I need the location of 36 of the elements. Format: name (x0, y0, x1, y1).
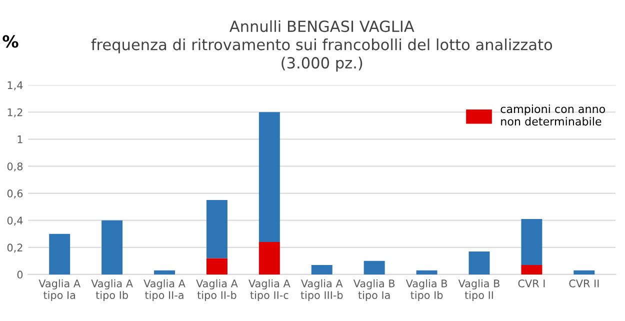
bar (102, 220, 123, 274)
y-tick-label: 1 (18, 136, 22, 144)
chart-title: Annulli BENGASI VAGLIA frequenza di ritrovamento sui francobolli del lotto analizzato (3.000 pz.) (91, 20, 552, 72)
x-tick-label: Vaglia A tipo II-b (196, 279, 238, 302)
bar (521, 264, 542, 274)
x-tick-label: CVR I (518, 280, 545, 288)
bar (258, 112, 280, 242)
bar (206, 258, 228, 274)
x-tick-label: Vaglia B tipo II (458, 279, 500, 302)
x-tick-label: Vaglia B tipo Ib (406, 279, 448, 302)
bar (154, 270, 175, 274)
y-tick-label: 0,2 (7, 244, 22, 253)
x-tick-label: Vaglia A tipo Ib (91, 279, 133, 302)
y-axis-title: % (2, 35, 18, 48)
y-tick-label: 1,2 (8, 108, 22, 118)
x-tick-label: Vaglia A tipo III-b (300, 279, 343, 302)
y-tick-label: 0,6 (7, 190, 23, 198)
bar (574, 270, 595, 274)
bar (206, 200, 228, 258)
x-tick-label: Vaglia A tipo Ia (38, 279, 80, 302)
bar (49, 234, 70, 274)
bar (311, 264, 332, 274)
x-tick-label: Vaglia B tipo Ia (353, 279, 395, 302)
x-tick-label: Vaglia A tipo II-a (144, 279, 186, 302)
y-tick-label: 0 (17, 270, 23, 279)
bar (416, 270, 438, 274)
bar (521, 218, 542, 265)
y-tick-label: 0,4 (7, 216, 23, 226)
y-tick-label: 0,8 (7, 162, 23, 172)
x-tick-label: CVR II (569, 280, 599, 288)
bar (468, 251, 490, 274)
x-tick-label: Vaglia A tipo II-c (248, 279, 290, 302)
bar (258, 242, 280, 274)
y-tick-label: 1,4 (8, 81, 23, 90)
bar (364, 260, 385, 274)
legend-label: campioni con anno non determinabile (500, 104, 606, 126)
